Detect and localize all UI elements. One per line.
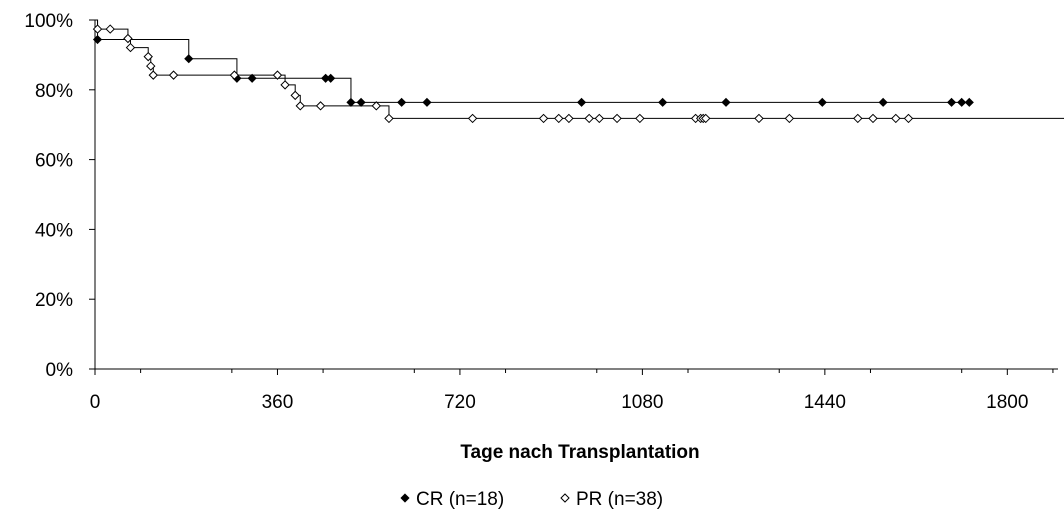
data-point-cr [326, 73, 336, 83]
data-point-pr [554, 113, 564, 124]
data-point-pr [229, 70, 240, 80]
legend-marker-cr [400, 493, 410, 503]
series-markers [92, 24, 1064, 124]
data-point-pr [784, 113, 795, 124]
y-tick-label: 60% [35, 151, 73, 172]
data-point-pr [467, 113, 478, 124]
legend: CR (n=18) PR (n=38) [400, 489, 663, 510]
y-tick-label: 100% [24, 11, 73, 32]
y-tick-label: 20% [35, 290, 73, 311]
data-point-pr [584, 113, 594, 124]
data-point-pr [92, 24, 103, 34]
data-point-pr [853, 113, 863, 124]
legend-label-cr: CR (n=18) [416, 489, 504, 510]
legend-marker-pr [560, 493, 570, 503]
data-point-pr [384, 113, 394, 124]
data-point-pr [868, 113, 878, 124]
data-point-cr [878, 97, 888, 107]
data-point-cr [658, 97, 668, 107]
data-point-pr [105, 24, 115, 34]
data-point-pr [891, 113, 901, 124]
data-point-cr [247, 73, 257, 83]
data-point-cr [184, 54, 194, 64]
data-point-pr [315, 101, 326, 111]
data-point-pr [371, 101, 382, 111]
data-point-cr [577, 97, 587, 107]
data-point-pr [143, 51, 153, 62]
x-tick-label: 720 [444, 392, 476, 413]
data-point-cr [721, 97, 731, 107]
data-point-cr [817, 97, 827, 107]
series-line-1 [95, 19, 970, 103]
data-point-pr [564, 113, 574, 124]
x-tick-label: 0 [90, 392, 101, 413]
legend-label-pr: PR (n=38) [576, 489, 663, 510]
data-point-pr [280, 80, 290, 90]
x-tick-label: 1080 [621, 392, 663, 413]
data-point-pr [635, 113, 645, 124]
data-point-pr [272, 70, 283, 80]
data-point-cr [957, 97, 967, 107]
y-tick-label: 40% [35, 220, 73, 241]
data-point-pr [168, 70, 179, 80]
data-point-pr [701, 113, 711, 124]
data-point-pr [125, 42, 136, 53]
data-point-pr [290, 90, 300, 101]
data-point-cr [356, 97, 366, 107]
data-point-cr [346, 97, 356, 107]
data-point-pr [612, 113, 622, 124]
axes: 0% 20% 40% 60% 80% 100% 0 360 720 1080 1440 1800 [24, 11, 1058, 413]
data-point-pr [754, 113, 764, 124]
data-point-cr [92, 34, 103, 45]
data-point-cr [422, 97, 432, 107]
data-point-pr [123, 33, 133, 44]
x-tick-label: 1800 [986, 392, 1028, 413]
data-point-pr [903, 113, 914, 124]
x-axis-title: Tage nach Transplantation [460, 442, 699, 463]
data-point-cr [397, 97, 407, 107]
data-point-pr [148, 70, 158, 80]
y-tick-label: 80% [35, 81, 73, 102]
y-tick-label: 0% [46, 360, 74, 381]
data-point-pr [538, 113, 549, 124]
data-point-pr [594, 113, 605, 124]
data-point-cr [964, 97, 974, 107]
x-tick-label: 360 [262, 392, 294, 413]
data-point-pr [295, 101, 305, 111]
data-point-cr [946, 97, 957, 107]
data-point-pr [146, 61, 156, 71]
x-tick-label: 1440 [804, 392, 846, 413]
